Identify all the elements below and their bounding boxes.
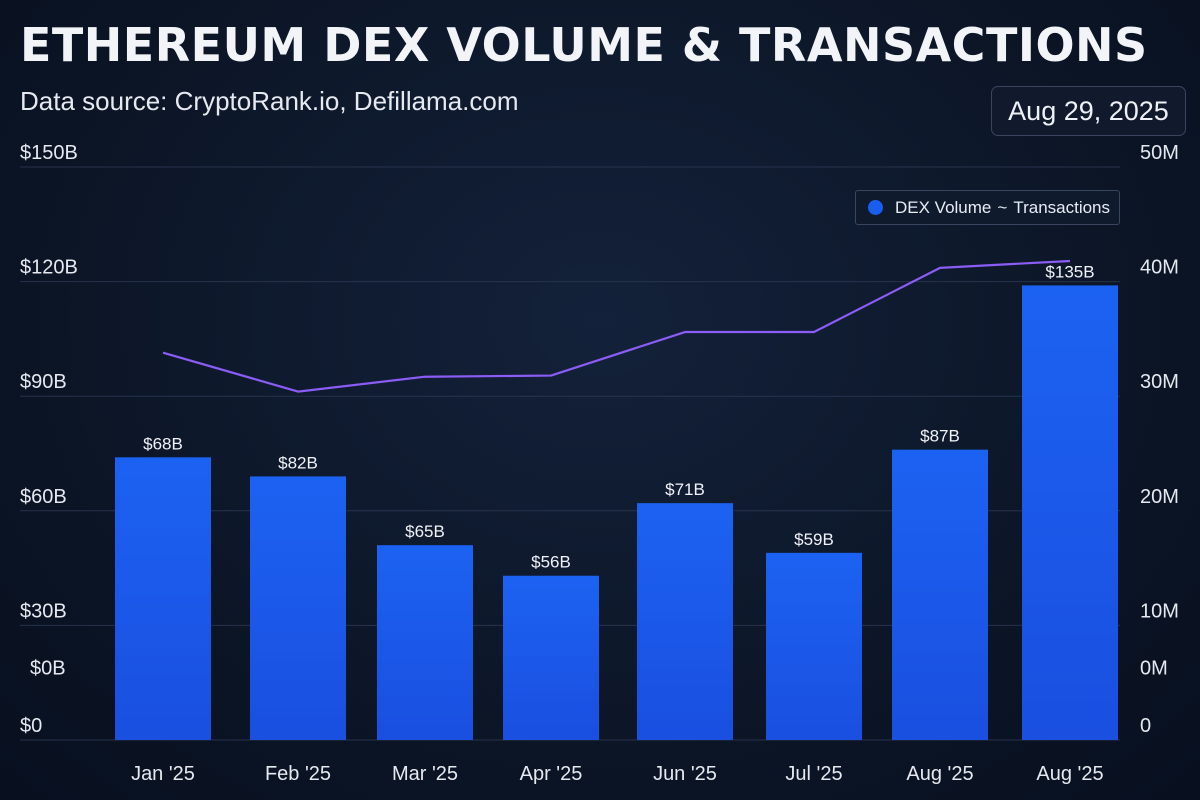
legend-separator: ~ [997, 197, 1008, 217]
y-right-tick-5: 50M [1140, 142, 1179, 164]
y-right-extra-label: 0M [1140, 658, 1168, 680]
axes: $0 $30B $60B $90B $120B $150B $0B 0 10M 20M 30M 40M… [20, 142, 1179, 785]
bar-value-label-8: $135B [1045, 262, 1094, 281]
x-tick-6: Jul '25 [785, 763, 842, 785]
y-left-tick-3: $90B [20, 371, 67, 393]
bar-7 [892, 449, 988, 740]
y-right-tick-1: 10M [1140, 600, 1179, 622]
x-tick-2: Feb '25 [265, 763, 331, 785]
y-left-tick-5: $150B [20, 142, 78, 164]
bar-6 [766, 552, 862, 740]
y-left-tick-4: $120B [20, 257, 78, 279]
y-left-tick-1: $30B [20, 600, 67, 622]
bar-4 [503, 575, 599, 740]
y-left-tick-2: $60B [20, 486, 67, 508]
page-title: ETHEREUM DEX VOLUME & TRANSACTIONS [20, 18, 1148, 72]
bar-value-label-4: $56B [531, 553, 571, 572]
bar-8 [1022, 285, 1118, 740]
bar-1 [115, 457, 211, 740]
x-tick-3: Mar '25 [392, 763, 458, 785]
x-tick-8: Aug '25 [1036, 763, 1103, 785]
y-right-tick-0: 0 [1140, 715, 1151, 737]
bar-value-label-7: $87B [920, 427, 960, 446]
bar-3 [377, 545, 473, 740]
legend-volume-label: DEX Volume [895, 197, 992, 217]
bar-value-label-5: $71B [665, 480, 705, 499]
data-labels: $68B $82B $65B $56B $71B $59B $87B $135B [143, 262, 1094, 571]
transactions-line [162, 259, 1071, 393]
y-left-extra-label: $0B [30, 658, 66, 680]
data-source-subtitle: Data source: CryptoRank.io, Defillama.co… [20, 86, 519, 116]
bar-value-label-1: $68B [143, 434, 183, 453]
x-tick-1: Jan '25 [131, 763, 195, 785]
transactions-line-group [162, 259, 1071, 393]
bars [115, 285, 1118, 740]
y-right-tick-4: 40M [1140, 257, 1179, 279]
bar-value-label-6: $59B [794, 530, 834, 549]
bar-value-label-3: $65B [405, 522, 445, 541]
legend-transactions-label: Transactions [1013, 197, 1111, 217]
x-tick-5: Jun '25 [653, 763, 717, 785]
date-badge: Aug 29, 2025 [991, 86, 1186, 136]
chart-legend: DEX Volume ~ Transactions [855, 190, 1120, 225]
y-left-tick-0: $0 [20, 715, 42, 737]
x-tick-7: Aug '25 [906, 763, 973, 785]
y-right-tick-2: 20M [1140, 486, 1179, 508]
y-right-tick-3: 30M [1140, 371, 1179, 393]
bar-5 [637, 503, 733, 740]
bar-2 [250, 476, 346, 740]
x-tick-4: Apr '25 [520, 763, 583, 785]
legend-volume-swatch [868, 200, 883, 215]
bar-value-label-2: $82B [278, 453, 318, 472]
